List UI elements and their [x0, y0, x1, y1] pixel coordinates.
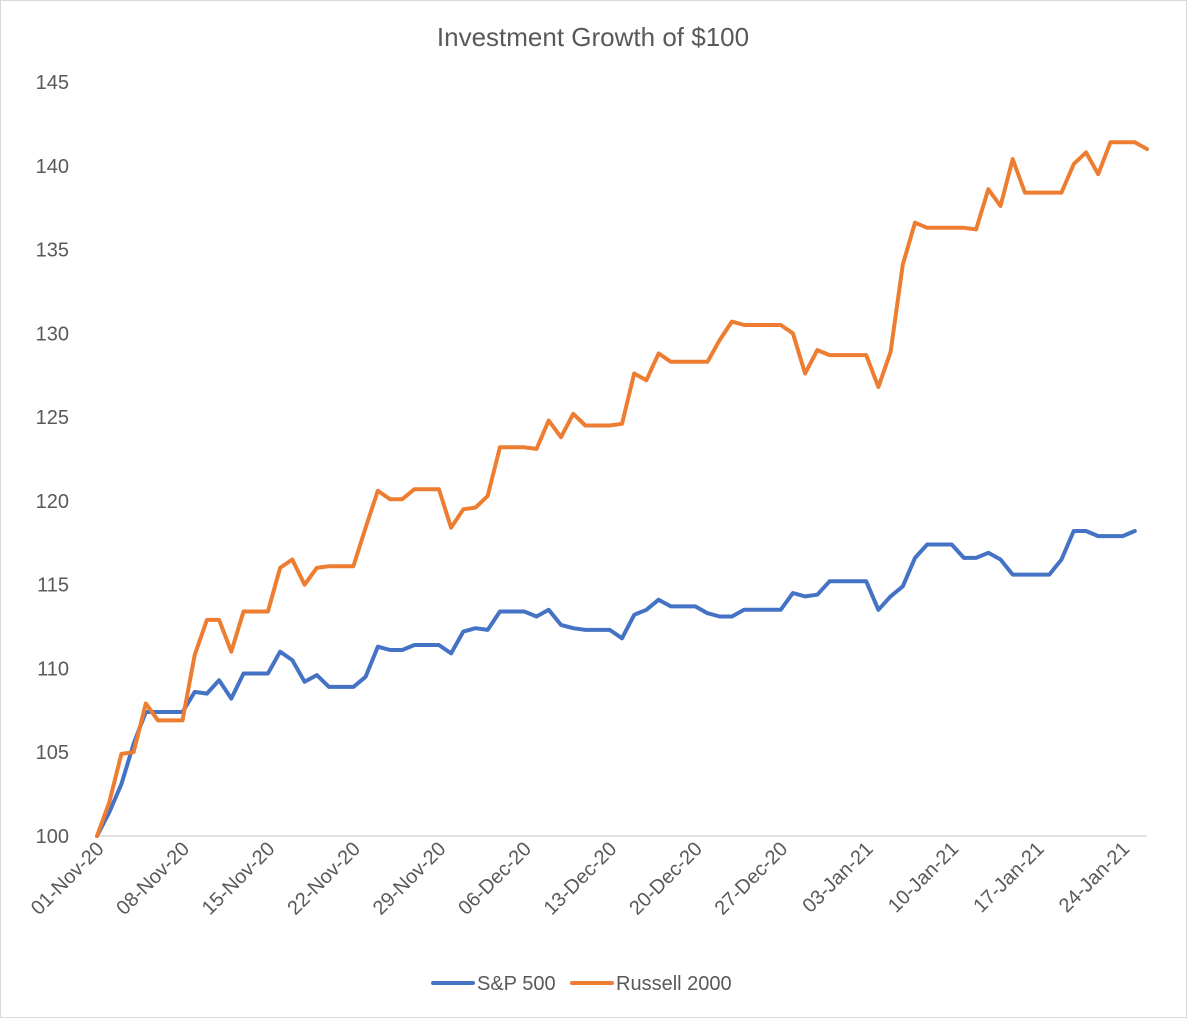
x-tick-label: 10-Jan-21: [884, 838, 963, 917]
x-tick-label: 27-Dec-20: [711, 838, 793, 920]
chart-title: Investment Growth of $100: [437, 22, 749, 52]
legend-label: S&P 500: [477, 973, 556, 995]
x-tick-label: 29-Nov-20: [369, 838, 451, 920]
y-tick-label: 130: [36, 323, 69, 345]
x-tick-label: 03-Jan-21: [798, 838, 877, 917]
y-tick-label: 120: [36, 491, 69, 513]
x-tick-label: 06-Dec-20: [454, 838, 536, 920]
y-tick-label: 145: [36, 72, 69, 94]
x-tick-label: 24-Jan-21: [1055, 838, 1134, 917]
x-tick-label: 20-Dec-20: [625, 838, 707, 920]
y-tick-label: 135: [36, 240, 69, 262]
x-axis: 01-Nov-20 08-Nov-20 15-Nov-20 22-Nov-20 29-N…: [27, 838, 1134, 920]
x-tick-label: 01-Nov-20: [27, 838, 109, 920]
series-line: [95, 529, 1137, 838]
y-tick-label: 110: [37, 658, 69, 680]
y-tick-label: 105: [36, 742, 69, 764]
y-tick-label: 140: [36, 156, 69, 178]
x-tick-label: 13-Dec-20: [540, 838, 622, 920]
series-layer: [95, 140, 1149, 838]
legend: S&P 500 Russell 2000: [431, 973, 732, 995]
y-axis: 100 105 110 115 120 125 130 135 140 145: [36, 72, 69, 848]
legend-label: Russell 2000: [616, 973, 732, 995]
x-tick-label: 17-Jan-21: [969, 838, 1048, 917]
x-tick-label: 08-Nov-20: [112, 838, 194, 920]
y-tick-label: 115: [37, 575, 69, 597]
series-line: [95, 140, 1149, 838]
x-tick-label: 22-Nov-20: [283, 838, 365, 920]
y-tick-label: 125: [36, 407, 69, 429]
y-tick-label: 100: [36, 826, 69, 848]
x-tick-label: 15-Nov-20: [198, 838, 280, 920]
